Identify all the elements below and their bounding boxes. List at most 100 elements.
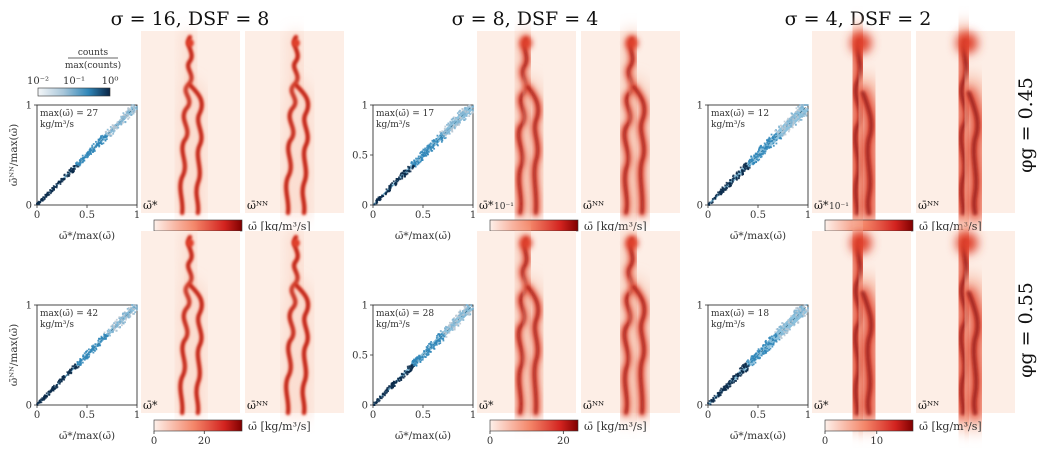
- scatter-point: [788, 120, 791, 123]
- scatter-point: [118, 322, 121, 325]
- plume-tip: [519, 36, 533, 50]
- scatter-point: [105, 335, 108, 338]
- scatter-point: [438, 335, 441, 338]
- scatter-point: [43, 196, 45, 199]
- scatter-point: [771, 338, 774, 340]
- scatter-point: [779, 325, 781, 328]
- scatter-point: [732, 174, 735, 177]
- scatter-point: [121, 324, 123, 327]
- scatter-point: [773, 334, 776, 337]
- scatter-point: [466, 312, 469, 315]
- scatter-point: [790, 116, 793, 118]
- scatter-point: [67, 372, 69, 374]
- scatter-point: [803, 314, 806, 317]
- scatter-point: [446, 129, 448, 131]
- scatter-point: [136, 306, 138, 309]
- scatter-point: [409, 170, 412, 173]
- scatter-point: [401, 373, 403, 376]
- scatter-point: [782, 130, 785, 133]
- scatter-point: [457, 315, 459, 318]
- scatter-point: [770, 343, 773, 345]
- scatter-point: [748, 166, 751, 169]
- scatter-point: [67, 171, 70, 174]
- scatter-point: [430, 346, 433, 349]
- scatter-point: [124, 315, 126, 318]
- scatter-point: [60, 380, 63, 382]
- scatter-point: [66, 371, 69, 374]
- scatter-point: [448, 131, 450, 134]
- scatter-point: [58, 382, 61, 385]
- scatter-point: [98, 139, 101, 141]
- scatter-point: [421, 358, 424, 361]
- scatter-point: [51, 190, 54, 193]
- scatter-point: [764, 344, 767, 346]
- scatter-point: [455, 324, 458, 326]
- scatter-point: [779, 335, 782, 338]
- scatter-point: [781, 328, 784, 331]
- scatter-point: [801, 111, 804, 114]
- scatter-point: [53, 384, 55, 387]
- scatter-point: [735, 380, 738, 382]
- scatter-point: [43, 396, 46, 398]
- scatter-point: [109, 132, 112, 135]
- x-tick-label: 0.5: [415, 210, 431, 221]
- field-colorbar-label: ω̄ [kg/m³/s]: [248, 220, 311, 233]
- scatter-point: [90, 149, 92, 152]
- scatter-y-axis-label: ω̄ᴺᴺ/max(ω̄): [8, 324, 20, 387]
- scatter-point: [799, 307, 801, 310]
- scatter-point: [723, 188, 726, 190]
- scatter-point: [728, 181, 731, 184]
- scatter-point: [62, 376, 65, 379]
- scatter-point: [452, 326, 455, 329]
- scatter-point: [67, 373, 70, 376]
- y-tick-label: 0.5: [352, 151, 368, 162]
- scatter-point: [51, 387, 53, 390]
- scatter-point: [743, 163, 745, 166]
- scatter-point: [453, 317, 456, 319]
- scatter-point: [780, 327, 783, 329]
- scatter-point: [732, 376, 735, 379]
- scatter-point: [793, 323, 796, 326]
- scatter-point: [436, 134, 439, 137]
- counts-colorbar: counts max(counts) 10⁻² 10⁻¹ 10⁰: [27, 48, 121, 97]
- scatter-point: [729, 184, 732, 187]
- scatter-point: [112, 132, 115, 135]
- scatter-point: [435, 137, 438, 140]
- scatter-point: [421, 159, 424, 161]
- scatter-point: [458, 315, 461, 318]
- scatter-point: [441, 130, 444, 133]
- plume-core: [517, 237, 528, 415]
- scatter-point: [63, 376, 66, 379]
- scatter-point: [738, 177, 740, 179]
- scatter-point: [433, 347, 436, 350]
- scatter-point: [770, 335, 773, 338]
- scatter-point: [726, 183, 728, 186]
- scatter-point: [396, 180, 399, 183]
- scatter-point: [112, 130, 115, 133]
- scatter-point: [440, 136, 442, 139]
- scatter-point: [460, 117, 463, 120]
- scatter-point: [731, 182, 733, 185]
- scatter-point: [85, 152, 88, 155]
- field-colorbar-label: ω̄ [kg/m³/s]: [584, 420, 647, 433]
- scatter-point: [393, 383, 395, 386]
- scatter-point: [82, 357, 85, 360]
- scatter-point: [435, 340, 438, 343]
- x-tick-label: 1: [470, 410, 476, 421]
- scatter-point: [73, 170, 75, 172]
- scatter-point: [463, 107, 466, 110]
- scatter-point: [800, 104, 802, 106]
- scatter-point: [92, 348, 95, 351]
- y-tick-label: 0.5: [352, 351, 368, 362]
- scatter-point: [118, 316, 121, 319]
- scatter-point: [410, 365, 413, 368]
- colorbar-tick-label: 0: [487, 436, 493, 447]
- scatter-point: [731, 177, 734, 180]
- scatter-point: [787, 130, 790, 133]
- scatter-point: [125, 116, 128, 118]
- scatter-point: [754, 358, 756, 361]
- scatter-point: [121, 321, 124, 324]
- scatter-point: [116, 325, 119, 328]
- scatter-x-axis-label: ω̄*/max(ω̄): [395, 230, 451, 242]
- scatter-point: [438, 137, 441, 140]
